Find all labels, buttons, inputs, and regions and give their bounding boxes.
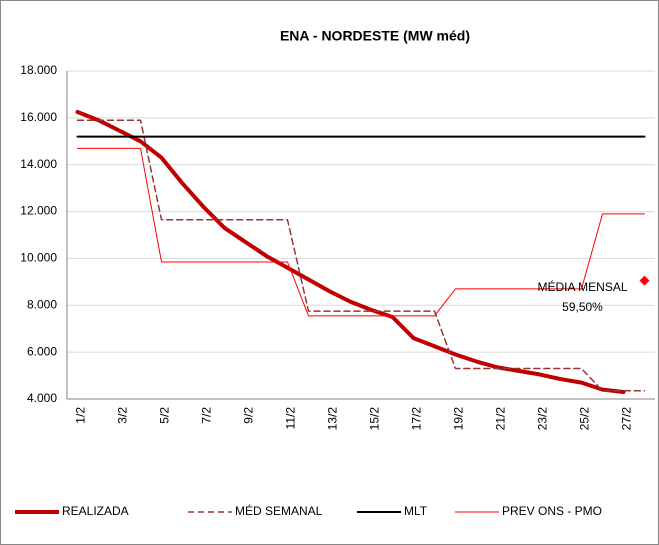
x-tick-label: 5/2 [158, 407, 172, 424]
y-tick-label: 14.000 [20, 157, 57, 171]
series-line [77, 147, 645, 317]
x-tick-label: 23/2 [536, 407, 550, 431]
annotation-label: 59,50% [562, 300, 603, 314]
legend-label: MÉD SEMANAL [235, 503, 323, 518]
y-tick-label: 10.000 [20, 251, 57, 265]
y-tick-label: 16.000 [20, 110, 57, 124]
x-tick-label: 21/2 [494, 407, 508, 431]
annotation-text: MÉDIA MENSAL [537, 279, 627, 294]
x-tick-label: 3/2 [116, 407, 130, 424]
x-tick-label: 11/2 [284, 407, 298, 430]
legend-label: MLT [404, 504, 428, 518]
x-tick-label: 27/2 [620, 407, 634, 431]
x-tick-label: 15/2 [368, 407, 382, 431]
series-line [76, 119, 646, 392]
legend-label: PREV ONS - PMO [502, 504, 602, 518]
legend-label: REALIZADA [62, 504, 129, 518]
x-tick-label: 17/2 [410, 407, 424, 431]
annotation-marker [639, 275, 650, 286]
chart-title: ENA - NORDESTE (MW méd) [280, 28, 470, 44]
legend-item: PREV ONS - PMO [455, 504, 602, 518]
x-tick-label: 9/2 [242, 407, 256, 424]
x-tick-label: 19/2 [452, 407, 466, 431]
y-tick-label: 18.000 [20, 63, 57, 77]
x-tick-label: 25/2 [578, 407, 592, 431]
x-tick-label: 7/2 [200, 407, 214, 424]
legend-item: REALIZADA [15, 504, 129, 518]
legend-item: MÉD SEMANAL [188, 503, 323, 518]
legend-item: MLT [357, 504, 428, 518]
y-tick-label: 6.000 [27, 344, 57, 358]
series-line [75, 110, 626, 394]
y-tick-label: 8.000 [27, 297, 57, 311]
x-tick-label: 13/2 [326, 407, 340, 431]
x-tick-label: 1/2 [74, 407, 88, 424]
y-tick-label: 12.000 [20, 204, 57, 218]
y-tick-label: 4.000 [27, 391, 57, 405]
